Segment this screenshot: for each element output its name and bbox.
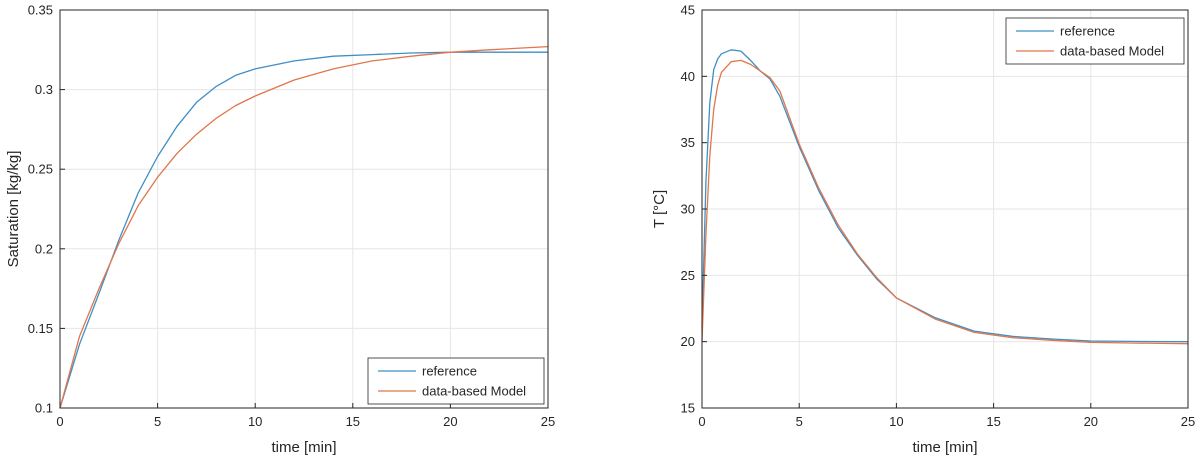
chart1-ytick-label-5: 0.35: [28, 3, 53, 18]
chart2-xtick-label-3: 15: [986, 414, 1000, 429]
chart2-ytick-label-3: 30: [681, 202, 695, 217]
chart2-ytick-label-1: 20: [681, 334, 695, 349]
chart2-ytick-label-4: 35: [681, 135, 695, 150]
chart1-ytick-label-1: 0.15: [28, 321, 53, 336]
chart2-xtick-label-1: 5: [796, 414, 803, 429]
chart2-series-reference-line: [701, 49, 1189, 343]
chart2-ytick-label-0: 15: [681, 401, 695, 416]
chart2-ylabel: T [°C]: [651, 190, 668, 228]
chart2-ytick-label-5: 40: [681, 69, 695, 84]
chart1-legend-label-reference: reference: [422, 364, 477, 379]
chart1-xtick-label-0: 0: [56, 414, 63, 429]
chart2-xtick-label-4: 20: [1084, 414, 1098, 429]
chart1-ytick-label-0: 0.1: [35, 401, 53, 416]
chart1-ytick-label-4: 0.3: [35, 82, 53, 97]
chart1-xtick-label-5: 25: [541, 414, 555, 429]
chart2-xtick-label-0: 0: [698, 414, 705, 429]
chart1-xtick-label-3: 15: [346, 414, 360, 429]
chart2-xtick-label-5: 25: [1181, 414, 1195, 429]
chart2-legend-box: [1005, 17, 1185, 65]
chart2-legend-label-reference: reference: [1060, 24, 1115, 39]
chart1-xlabel: time [min]: [271, 439, 336, 456]
chart1-legend-label-model: data-based Model: [422, 384, 526, 399]
chart1-legend-box: [367, 357, 545, 405]
chart1-ytick-label-2: 0.2: [35, 241, 53, 256]
chart1-xtick-label-4: 20: [443, 414, 457, 429]
chart2-legend-label-model: data-based Model: [1060, 44, 1164, 59]
chart2-ytick-label-2: 25: [681, 268, 695, 283]
chart1-ytick-label-3: 0.25: [28, 162, 53, 177]
chart2-series-model-line: [701, 59, 1189, 345]
chart1-series-reference-line: [59, 51, 548, 409]
chart2-xtick-label-2: 10: [889, 414, 903, 429]
chart1-series-model-line: [59, 45, 549, 409]
chart2-ytick-label-6: 45: [681, 3, 695, 18]
chart1-xtick-label-1: 5: [154, 414, 161, 429]
chart1-xtick-label-2: 10: [248, 414, 262, 429]
chart1-ylabel: Saturation [kg/kg]: [5, 151, 22, 268]
chart1-axes-box: [59, 9, 549, 409]
chart2-xlabel: time [min]: [912, 439, 977, 456]
